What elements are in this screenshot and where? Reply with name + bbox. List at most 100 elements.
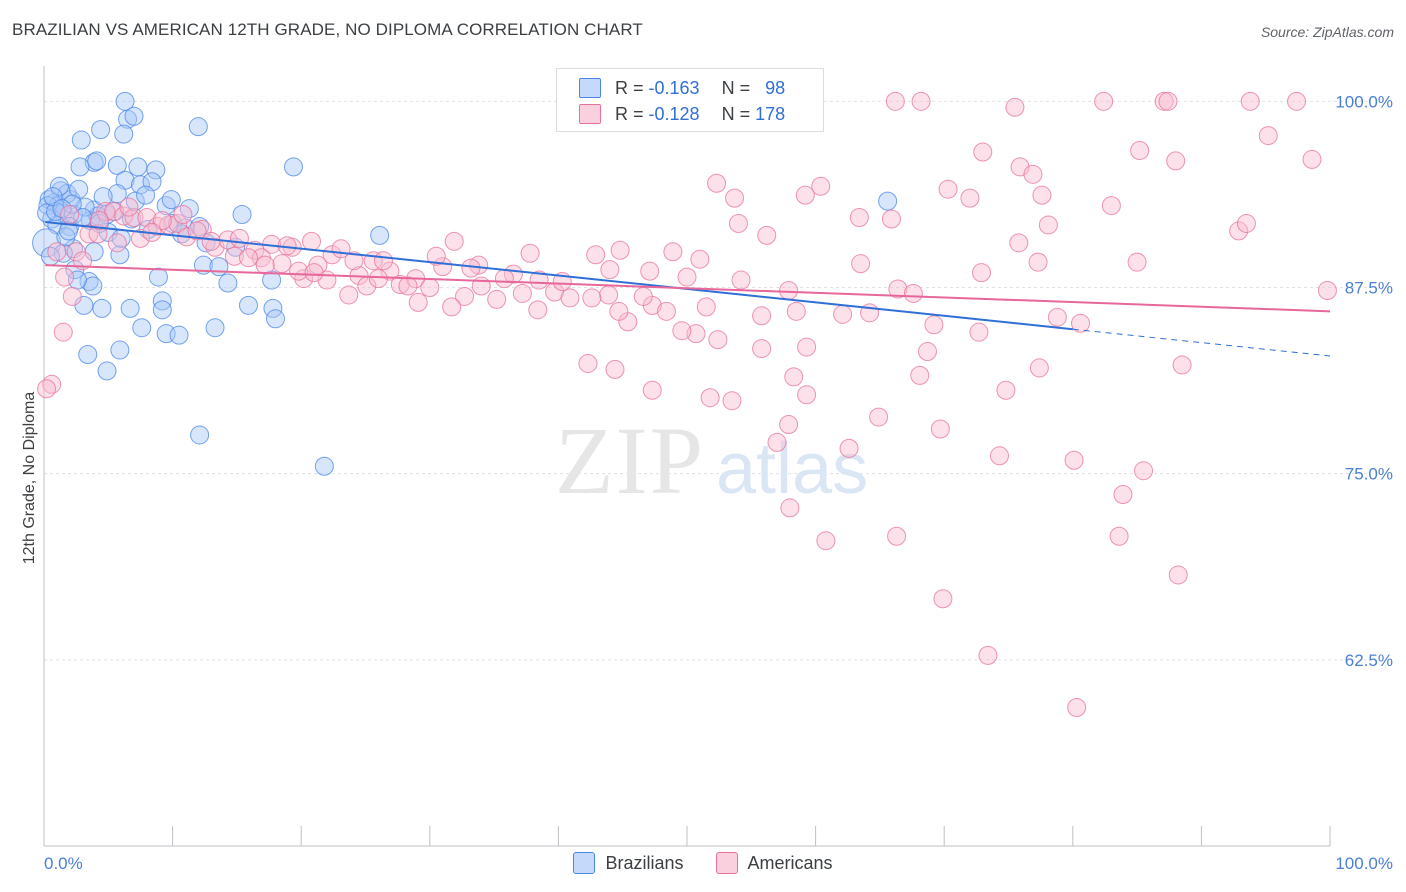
data-point xyxy=(811,176,831,196)
data-point xyxy=(512,283,532,303)
data-point xyxy=(520,243,540,263)
data-point xyxy=(969,322,989,342)
data-point xyxy=(461,258,481,278)
legend-swatch-americans xyxy=(579,104,601,124)
data-point xyxy=(560,288,580,308)
data-point xyxy=(911,91,931,111)
data-point xyxy=(188,117,208,137)
data-point xyxy=(784,367,804,387)
data-point xyxy=(578,353,598,373)
data-point xyxy=(408,292,428,312)
data-point xyxy=(1258,126,1278,146)
data-point xyxy=(53,322,73,342)
data-point xyxy=(1158,91,1178,111)
data-point xyxy=(1236,213,1256,233)
data-point xyxy=(779,415,799,435)
data-point xyxy=(586,245,606,265)
data-point xyxy=(1172,355,1192,375)
data-point xyxy=(304,263,324,283)
legend-item-brazilians[interactable]: Brazilians xyxy=(573,852,684,874)
data-point xyxy=(97,361,117,381)
stats-legend: R = -0.163 N = 98 R = -0.128 N = 178 xyxy=(556,68,824,132)
data-point xyxy=(878,191,898,211)
data-point xyxy=(58,221,78,241)
data-point xyxy=(885,91,905,111)
data-point xyxy=(368,269,388,289)
data-point xyxy=(224,246,244,266)
legend-n-value: 178 xyxy=(755,103,786,124)
data-point xyxy=(1047,307,1067,327)
data-point xyxy=(218,273,238,293)
data-point xyxy=(47,242,67,262)
data-point xyxy=(49,176,69,196)
data-point xyxy=(71,130,91,150)
data-point xyxy=(469,255,489,275)
data-point xyxy=(107,155,127,175)
series-americans xyxy=(37,91,1337,717)
data-point xyxy=(60,205,80,225)
data-point xyxy=(1113,485,1133,505)
data-point xyxy=(1064,450,1084,470)
data-point xyxy=(238,295,258,315)
data-point xyxy=(120,298,140,318)
data-point xyxy=(1101,196,1121,216)
data-point xyxy=(672,321,692,341)
data-point xyxy=(119,197,139,217)
data-point xyxy=(232,205,252,225)
data-point xyxy=(398,276,418,296)
data-point xyxy=(888,279,908,299)
data-point xyxy=(696,297,716,317)
data-point xyxy=(1134,461,1154,481)
data-point xyxy=(1130,140,1150,160)
data-point xyxy=(32,228,62,258)
data-point xyxy=(146,160,166,180)
data-point xyxy=(87,151,107,171)
legend-n-label: N = xyxy=(721,77,751,98)
legend-n-value: 98 xyxy=(765,77,786,98)
data-point xyxy=(1005,97,1025,117)
legend-item-americans[interactable]: Americans xyxy=(715,852,833,874)
data-point xyxy=(1166,151,1186,171)
data-point xyxy=(599,285,619,305)
data-point xyxy=(1028,252,1048,272)
data-point xyxy=(996,380,1016,400)
data-point xyxy=(663,242,683,262)
data-point xyxy=(161,190,181,210)
data-point xyxy=(1302,149,1322,169)
data-point xyxy=(110,245,130,265)
data-point xyxy=(757,225,777,245)
data-point xyxy=(1094,91,1114,111)
data-point xyxy=(283,157,303,177)
data-point xyxy=(605,359,625,379)
y-tick-label: 75.0% xyxy=(1345,465,1393,484)
data-point xyxy=(494,269,514,289)
data-point xyxy=(92,298,112,318)
data-point xyxy=(786,301,806,321)
source-label: Source: ZipAtlas.com xyxy=(1260,24,1394,40)
data-point xyxy=(374,251,394,271)
data-point xyxy=(487,289,507,309)
legend-r-value: -0.128 xyxy=(648,103,700,124)
data-point xyxy=(1127,252,1147,272)
data-point xyxy=(89,210,109,230)
data-point xyxy=(690,249,710,269)
data-point xyxy=(52,199,72,219)
series-legend: Brazilians Americans xyxy=(0,852,1406,874)
data-point xyxy=(609,301,629,321)
data-point xyxy=(55,267,75,287)
data-point xyxy=(344,251,364,271)
tick-labels: 62.5% 75.0% 87.5% 100.0% 0.0% 100.0% xyxy=(44,92,1393,873)
data-point xyxy=(752,306,772,326)
legend-r-label: R = xyxy=(615,77,644,98)
data-point xyxy=(933,589,953,609)
data-point xyxy=(173,205,193,225)
data-point xyxy=(91,120,111,140)
data-point xyxy=(797,385,817,405)
x-tick-label: 0.0% xyxy=(44,854,83,873)
data-point xyxy=(708,330,728,350)
watermark: ZIP atlas xyxy=(555,407,868,514)
data-point xyxy=(989,446,1009,466)
data-point xyxy=(642,380,662,400)
data-point xyxy=(136,185,156,205)
data-point xyxy=(1071,313,1091,333)
